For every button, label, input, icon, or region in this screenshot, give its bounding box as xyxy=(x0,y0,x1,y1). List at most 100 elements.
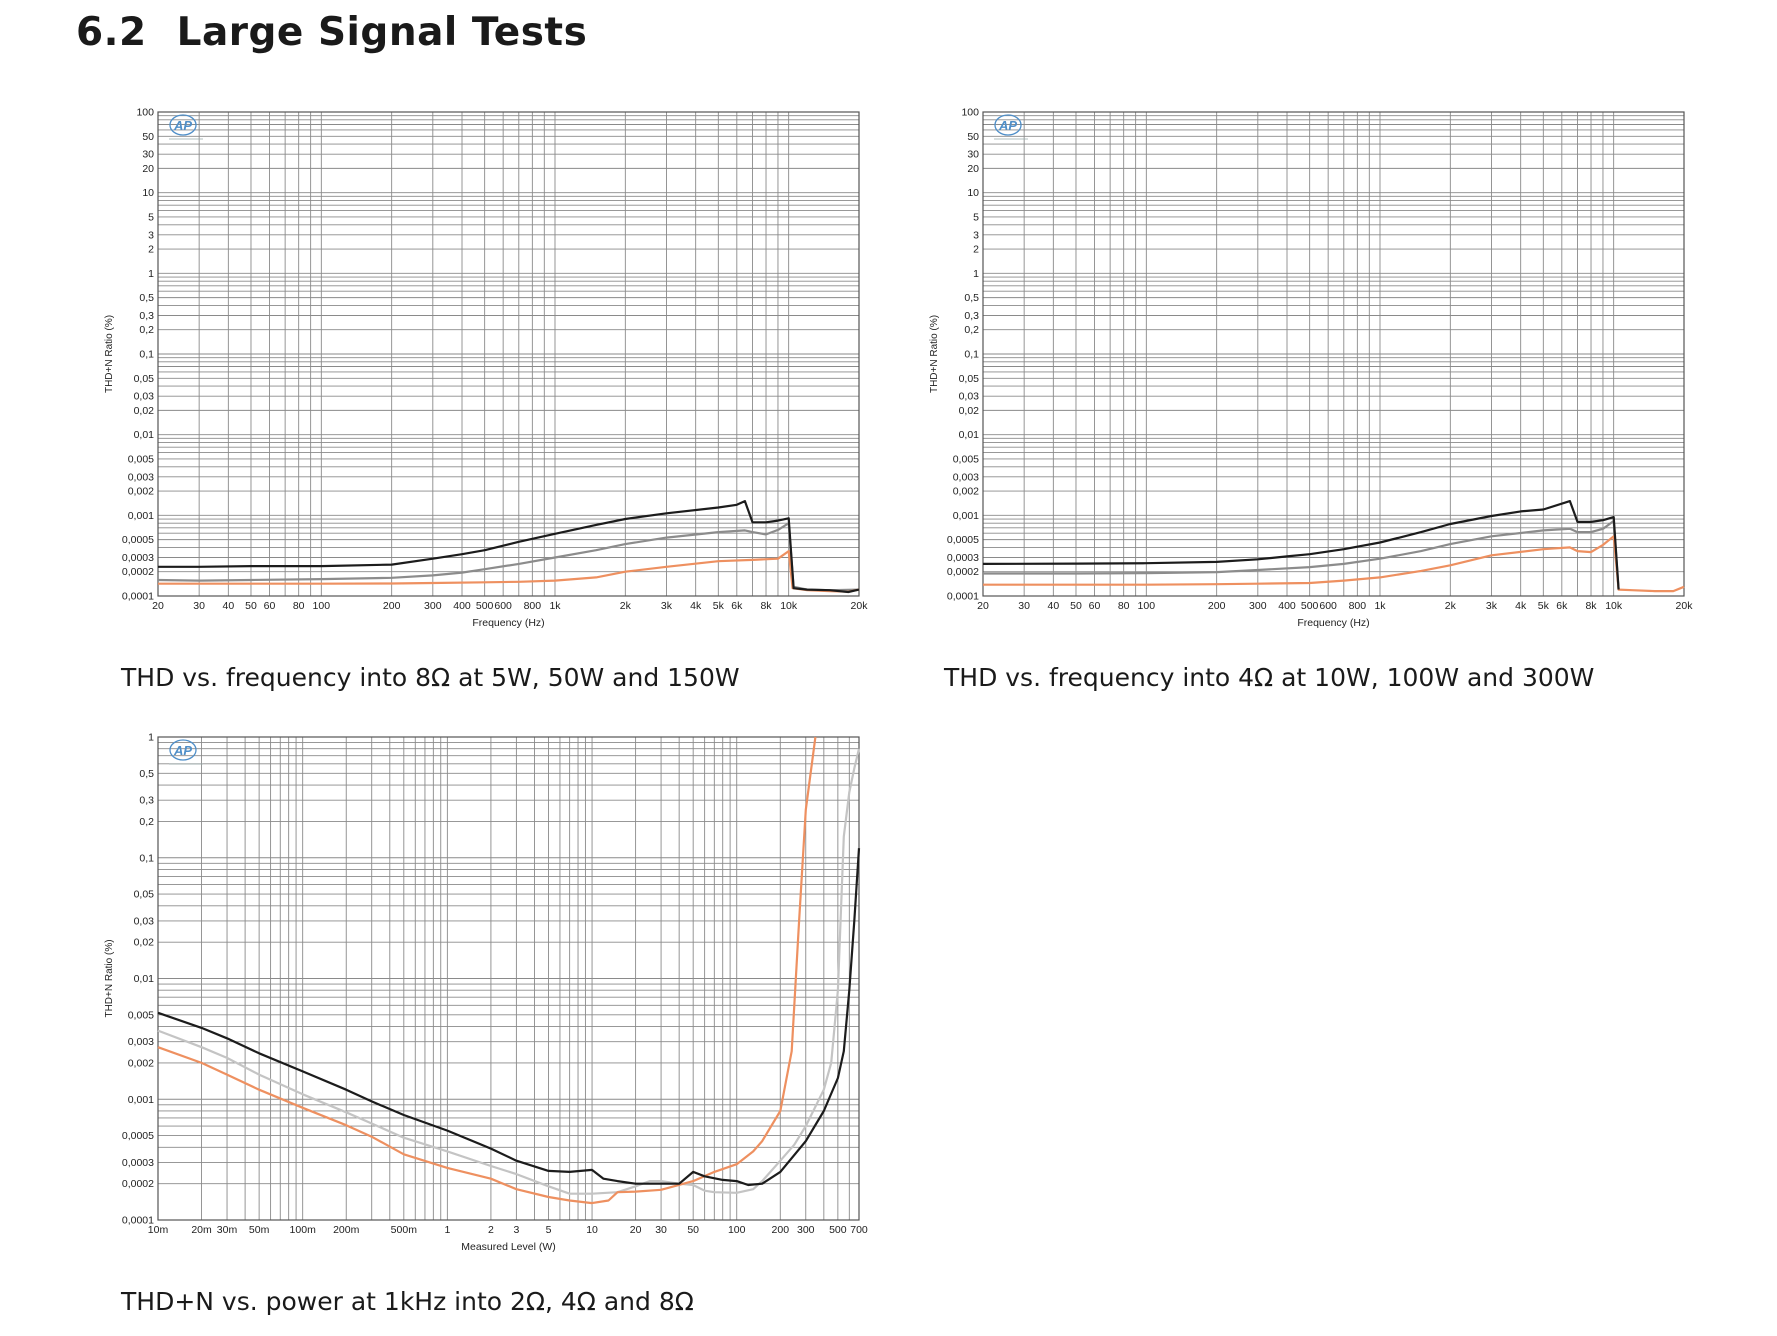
x-axis-label: Measured Level (W) xyxy=(461,1241,556,1253)
y-tick-label: 0,0003 xyxy=(122,552,154,564)
x-tick-label: 20k xyxy=(1676,600,1694,612)
series-line-black xyxy=(157,848,861,1187)
ap-logo: AP xyxy=(169,739,203,765)
x-tick-label: 100m xyxy=(290,1224,317,1236)
series-line-orange xyxy=(157,736,817,1205)
y-tick-label: 0,2 xyxy=(139,816,154,828)
y-tick-label: 30 xyxy=(967,149,979,161)
series-line-light-gray xyxy=(157,748,861,1195)
y-tick-label: 0,5 xyxy=(964,292,979,304)
y-tick-label: 20 xyxy=(142,163,154,175)
x-tick-label: 6k xyxy=(731,600,743,612)
x-tick-label: 5k xyxy=(713,600,725,612)
x-tick-label: 20k xyxy=(851,600,869,612)
x-tick-label: 30 xyxy=(655,1224,667,1236)
y-tick-label: 0,05 xyxy=(134,373,155,385)
y-tick-label: 0,1 xyxy=(139,349,154,361)
y-tick-label: 0,0003 xyxy=(947,552,979,564)
y-tick-label: 0,02 xyxy=(134,937,155,949)
y-tick-label: 0,3 xyxy=(964,310,979,322)
x-tick-label: 30 xyxy=(1018,600,1030,612)
y-tick-label: 0,002 xyxy=(128,1057,154,1069)
section-title: Large Signal Tests xyxy=(176,10,588,55)
section-number: 6.2 xyxy=(76,10,147,55)
y-tick-label: 0,0005 xyxy=(122,1130,154,1142)
grid xyxy=(157,111,860,597)
grid xyxy=(157,736,860,1221)
x-tick-label: 80 xyxy=(1118,600,1130,612)
x-tick-label: 3k xyxy=(661,600,673,612)
x-tick-label: 30 xyxy=(193,600,205,612)
series-line-orange xyxy=(983,535,1685,593)
x-tick-label: 3k xyxy=(1486,600,1498,612)
y-tick-label: 0,0002 xyxy=(122,566,154,578)
x-tick-label: 8k xyxy=(1585,600,1597,612)
ap-logo-text: AP xyxy=(173,118,192,133)
y-tick-label: 0,003 xyxy=(128,1036,154,1048)
y-tick-label: 0,03 xyxy=(134,915,155,927)
series-line-black xyxy=(982,500,1620,590)
y-tick-label: 0,005 xyxy=(128,453,154,465)
y-tick-label: 20 xyxy=(967,163,979,175)
x-axis-label: Frequency (Hz) xyxy=(472,617,544,629)
x-tick-label: 200 xyxy=(772,1224,790,1236)
x-tick-label: 40 xyxy=(222,600,234,612)
x-tick-label: 500m xyxy=(391,1224,418,1236)
x-tick-label: 5 xyxy=(546,1224,552,1236)
y-tick-label: 5 xyxy=(148,211,154,223)
y-tick-label: 0,005 xyxy=(128,1009,154,1021)
y-tick-label: 2 xyxy=(973,244,979,256)
x-tick-label: 1 xyxy=(444,1224,450,1236)
y-tick-label: 50 xyxy=(967,131,979,143)
y-tick-label: 1 xyxy=(148,268,154,280)
y-tick-label: 0,01 xyxy=(134,429,155,441)
y-tick-label: 0,001 xyxy=(953,510,979,522)
y-tick-label: 50 xyxy=(142,131,154,143)
x-tick-label: 10k xyxy=(1605,600,1623,612)
x-tick-label: 100 xyxy=(313,600,331,612)
y-tick-label: 0,5 xyxy=(139,292,154,304)
x-tick-label: 4k xyxy=(690,600,702,612)
x-tick-label: 8k xyxy=(760,600,772,612)
y-tick-label: 0,0001 xyxy=(947,591,979,603)
x-tick-label: 1k xyxy=(1374,600,1386,612)
x-tick-label: 10 xyxy=(586,1224,598,1236)
y-tick-label: 0,5 xyxy=(139,768,154,780)
x-tick-label: 50m xyxy=(249,1224,270,1236)
y-tick-label: 1 xyxy=(973,268,979,280)
x-tick-label: 60 xyxy=(1089,600,1101,612)
x-tick-label: 50 xyxy=(1070,600,1082,612)
y-tick-label: 0,3 xyxy=(139,795,154,807)
y-tick-label: 0,003 xyxy=(953,471,979,483)
chart-thdn-vs-power: 1 0,5 0,3 0,2 0,1 0,05 0,03 0,02 0,01 0,005 0,003 0… xyxy=(104,732,868,1254)
x-tick-label: 60 xyxy=(264,600,276,612)
plot-frame xyxy=(157,736,860,1221)
y-tick-label: 0,2 xyxy=(964,324,979,336)
x-tick-label: 80 xyxy=(293,600,305,612)
y-tick-label: 3 xyxy=(148,229,154,241)
y-tick-label: 5 xyxy=(973,211,979,223)
plot-frame xyxy=(982,111,1685,597)
x-tick-label: 20 xyxy=(977,600,989,612)
x-tick-label: 100 xyxy=(1138,600,1156,612)
y-tick-label: 0,0001 xyxy=(122,591,154,603)
x-tick-label: 500 xyxy=(1301,600,1319,612)
caption-chart-4-ohm: THD vs. frequency into 4Ω at 10W, 100W a… xyxy=(944,663,1595,692)
y-tick-label: 0,2 xyxy=(139,324,154,336)
ap-logo-text: AP xyxy=(998,118,1017,133)
x-tick-label: 400 xyxy=(1278,600,1296,612)
x-tick-label: 100 xyxy=(728,1224,746,1236)
x-tick-label: 2 xyxy=(488,1224,494,1236)
x-tick-label: 200 xyxy=(1208,600,1226,612)
y-tick-label: 0,1 xyxy=(139,852,154,864)
y-tick-label: 0,3 xyxy=(139,310,154,322)
x-tick-label: 20m xyxy=(191,1224,212,1236)
x-tick-label: 600 xyxy=(1319,600,1337,612)
y-tick-label: 0,002 xyxy=(953,486,979,498)
caption-chart-power: THD+N vs. power at 1kHz into 2Ω, 4Ω and … xyxy=(121,1287,694,1316)
y-tick-label: 0,0002 xyxy=(947,566,979,578)
y-tick-label: 0,03 xyxy=(134,391,155,403)
x-tick-label: 5k xyxy=(1538,600,1550,612)
x-tick-label: 3 xyxy=(513,1224,519,1236)
y-tick-label: 0,03 xyxy=(959,391,980,403)
